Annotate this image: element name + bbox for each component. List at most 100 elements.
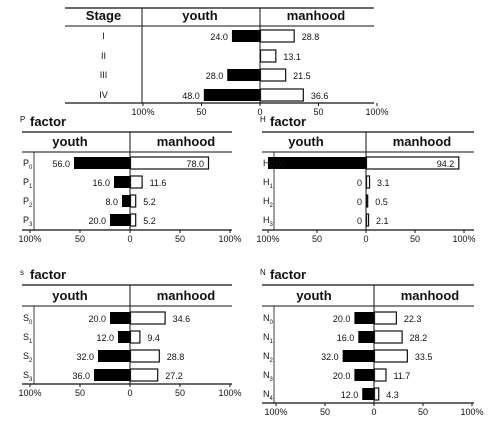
panel-h: HfactoryouthmanhoodH010094.2H103.1H200.5…: [256, 114, 475, 244]
bar-manhood: [373, 349, 408, 363]
bar-manhood: [129, 156, 210, 170]
category-label: P1: [23, 177, 33, 190]
header-manhood: manhood: [157, 288, 216, 303]
axis-tick-label: 50: [410, 234, 420, 244]
axis-tick-label: 100%: [264, 407, 287, 417]
header-stage: Stage: [86, 8, 121, 23]
category-label: P3: [23, 215, 33, 228]
bar-manhood: [129, 194, 137, 208]
data-label-manhood: 4.3: [386, 390, 399, 400]
bar-manhood: [373, 330, 403, 344]
bar-youth: [358, 331, 374, 343]
data-label-youth: 12.0: [96, 333, 114, 343]
axis-tick-label: 50: [196, 107, 206, 117]
bar-youth: [94, 369, 130, 381]
bar-manhood: [259, 49, 277, 63]
bar-youth: [362, 388, 374, 400]
axis-tick-label: 100%: [131, 107, 154, 117]
category-label-base: H: [263, 215, 270, 225]
category-label: P0: [23, 158, 33, 171]
data-label-youth: 12.0: [341, 390, 359, 400]
category-label-base: N: [263, 313, 270, 323]
header-youth: youth: [52, 288, 87, 303]
bar-manhood: [365, 175, 371, 189]
category-label-sub: 0: [29, 165, 33, 171]
category-label-base: H: [263, 177, 270, 187]
bar-youth: [231, 30, 260, 42]
data-label-manhood: 11.6: [150, 178, 167, 188]
data-label-youth: 48.0: [182, 91, 200, 101]
data-label-youth: 36.0: [72, 371, 90, 381]
bar-manhood: [129, 330, 141, 344]
bar-manhood: [259, 29, 295, 43]
category-label-sub: 2: [270, 358, 274, 364]
axis-tick-label: 50: [75, 234, 85, 244]
category-label-base: N: [263, 332, 270, 342]
panel-title: factor: [30, 267, 66, 282]
data-label-manhood: 27.2: [165, 371, 183, 381]
axis-tick-label: 100%: [256, 234, 279, 244]
bar-youth: [114, 176, 130, 188]
category-label-base: N: [263, 389, 270, 399]
category-label: S3: [23, 370, 33, 383]
bar-manhood: [259, 68, 287, 82]
category-label-base: N: [263, 370, 270, 380]
data-label-manhood: 28.8: [167, 352, 185, 362]
bar-manhood: [365, 194, 369, 208]
data-label-youth: 20.0: [333, 314, 351, 324]
data-label-manhood: 3.1: [377, 178, 390, 188]
category-label-base: H: [263, 158, 270, 168]
bar-manhood: [129, 213, 137, 227]
data-label-manhood: 78.0: [186, 159, 204, 169]
bar-youth: [118, 331, 130, 343]
category-label: III: [100, 70, 108, 80]
category-label: H3: [263, 215, 274, 228]
category-label: S2: [23, 351, 33, 364]
header-youth: youth: [182, 8, 217, 23]
category-label-sub: 2: [29, 203, 33, 209]
category-label: N3: [263, 370, 274, 383]
category-label: N2: [263, 351, 274, 364]
panel-title-prefix: P: [20, 115, 25, 124]
data-label-manhood: 9.4: [147, 333, 160, 343]
bar-manhood: [129, 368, 159, 382]
axis-tick-label: 100%: [18, 388, 41, 398]
category-label-sub: 4: [270, 396, 274, 402]
axis-tick-label: 50: [320, 407, 330, 417]
category-label: I: [102, 31, 105, 41]
data-label-youth: 20.0: [88, 314, 106, 324]
bar-youth: [203, 89, 260, 101]
category-label: S1: [23, 332, 33, 345]
data-label-manhood: 11.7: [393, 371, 410, 381]
axis-tick-label: 50: [75, 388, 85, 398]
data-label-youth: 32.0: [76, 352, 94, 362]
bar-youth: [342, 350, 374, 362]
data-label-manhood: 13.1: [283, 52, 301, 62]
axis-tick-label: 0: [257, 107, 262, 117]
data-label-manhood: 2.1: [376, 216, 389, 226]
category-label: II: [101, 51, 106, 61]
bar-youth: [98, 350, 130, 362]
bar-manhood: [373, 311, 397, 325]
category-label-sub: 3: [29, 377, 33, 383]
category-label-sub: 1: [270, 339, 274, 345]
bar-manhood: [129, 349, 160, 363]
category-label-base: P: [23, 158, 29, 168]
axis-tick-label: 100%: [365, 107, 388, 117]
axis-tick-label: 0: [127, 388, 132, 398]
data-label-manhood: 22.3: [404, 314, 422, 324]
bar-manhood: [373, 387, 380, 401]
panel-title: factor: [30, 114, 66, 129]
header-manhood: manhood: [393, 134, 452, 149]
data-label-manhood: 33.5: [415, 352, 433, 362]
panel-title-prefix: N: [260, 268, 266, 277]
data-label-youth: 28.0: [206, 71, 224, 81]
data-label-youth: 20.0: [88, 216, 106, 226]
data-label-manhood: 28.8: [302, 32, 320, 42]
category-label: H2: [263, 196, 274, 209]
bar-youth: [227, 69, 260, 81]
data-label-youth: 8.0: [105, 197, 118, 207]
axis-tick-label: 0: [127, 234, 132, 244]
data-label-youth: 16.0: [337, 333, 355, 343]
